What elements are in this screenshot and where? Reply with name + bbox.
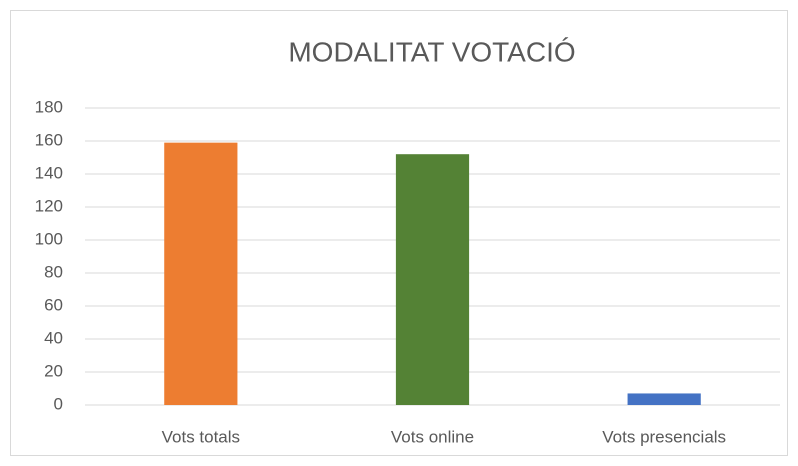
y-tick-label: 180 <box>35 97 63 116</box>
y-tick-label: 20 <box>44 361 63 380</box>
bar <box>395 154 470 405</box>
y-tick-label: 60 <box>44 295 63 314</box>
y-tick-label: 100 <box>35 229 63 248</box>
x-tick-label: Vots totals <box>162 427 240 446</box>
y-tick-label: 0 <box>54 394 63 413</box>
chart-title: MODALITAT VOTACIÓ <box>288 36 575 67</box>
bar <box>627 393 701 405</box>
y-tick-label: 80 <box>44 262 63 281</box>
x-tick-label: Vots online <box>391 427 474 446</box>
y-tick-label: 120 <box>35 196 63 215</box>
y-tick-label: 160 <box>35 130 63 149</box>
y-tick-label: 140 <box>35 163 63 182</box>
bar <box>164 142 238 405</box>
x-tick-label: Vots presencials <box>602 427 726 446</box>
y-tick-label: 40 <box>44 328 63 347</box>
